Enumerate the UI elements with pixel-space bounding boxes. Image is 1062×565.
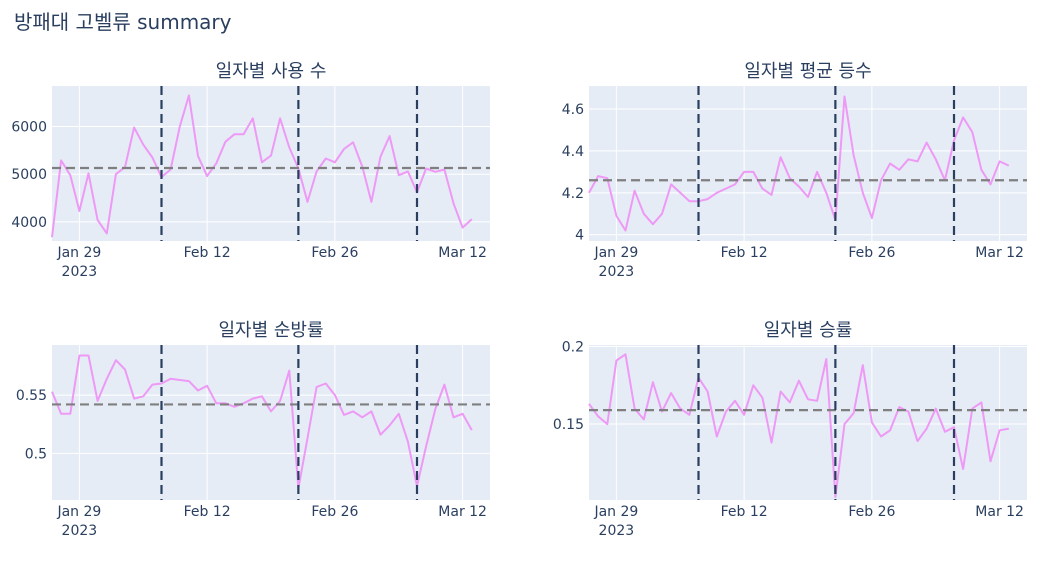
- x-tick-label: Mar 12: [438, 504, 487, 520]
- y-tick-label: 5000: [11, 167, 47, 183]
- y-tick-label: 4: [575, 228, 584, 244]
- page-title: 방패대 고벨류 summary: [14, 10, 232, 34]
- chart-panel-4: 일자별 승률 0.15 0.2 Jan 29 2023 Feb 12 Feb 26 Mar 1…: [553, 320, 1027, 539]
- x-tick-label: Jan 29: [56, 245, 101, 261]
- series-line: [51, 354, 473, 490]
- y-tick-label: 4.6: [562, 102, 584, 118]
- x-tick-label: Feb 26: [311, 504, 358, 520]
- y-tick-label: 6000: [11, 120, 47, 136]
- y-tick-label: 4000: [11, 215, 47, 231]
- x-tick-label: Jan 29: [593, 504, 638, 520]
- x-tick-label: Feb 12: [184, 504, 231, 520]
- y-tick-label: 0.5: [25, 446, 47, 462]
- y-tick-label: 0.55: [16, 388, 47, 404]
- y-tick-label: 4.2: [562, 186, 584, 202]
- subplot-title: 일자별 승률: [764, 320, 853, 341]
- y-tick-label: 4.4: [562, 144, 584, 160]
- x-tick-sublabel: 2023: [62, 264, 98, 280]
- subplot-title: 일자별 사용 수: [216, 61, 327, 82]
- plot-background: [52, 345, 490, 500]
- subplot-title: 일자별 평균 등수: [744, 61, 871, 82]
- x-tick-label: Mar 12: [438, 245, 487, 261]
- y-tick-label: 0.2: [562, 340, 584, 356]
- x-tick-sublabel: 2023: [599, 523, 635, 539]
- x-tick-label: Mar 12: [975, 245, 1024, 261]
- x-tick-sublabel: 2023: [599, 264, 635, 280]
- chart-panel-1: 일자별 사용 수 4000 5000 6000 Jan 29 2023 Feb 12 Feb …: [11, 61, 490, 280]
- x-tick-label: Feb 12: [184, 245, 231, 261]
- chart-panel-3: 일자별 순방률 0.5 0.55 Jan 29 2023 Feb 12 Feb 26 Mar …: [16, 320, 490, 539]
- x-tick-label: Jan 29: [56, 504, 101, 520]
- x-tick-label: Feb 12: [721, 245, 768, 261]
- series-line: [588, 95, 1010, 232]
- plot-background: [52, 86, 490, 241]
- chart-panel-2: 일자별 평균 등수 4 4.2 4.4 4.6 Jan 29 2023 Feb 12 Feb 2…: [562, 61, 1027, 280]
- y-tick-label: 0.15: [553, 417, 584, 433]
- series-line: [51, 94, 473, 238]
- x-tick-label: Feb 26: [311, 245, 358, 261]
- x-tick-sublabel: 2023: [62, 523, 98, 539]
- x-tick-label: Jan 29: [593, 245, 638, 261]
- series-line: [588, 353, 1009, 498]
- plot-background: [589, 345, 1027, 500]
- x-tick-label: Feb 26: [848, 245, 895, 261]
- x-tick-label: Feb 12: [721, 504, 768, 520]
- subplot-title: 일자별 순방률: [218, 320, 323, 341]
- x-tick-label: Feb 26: [848, 504, 895, 520]
- x-tick-label: Mar 12: [975, 504, 1024, 520]
